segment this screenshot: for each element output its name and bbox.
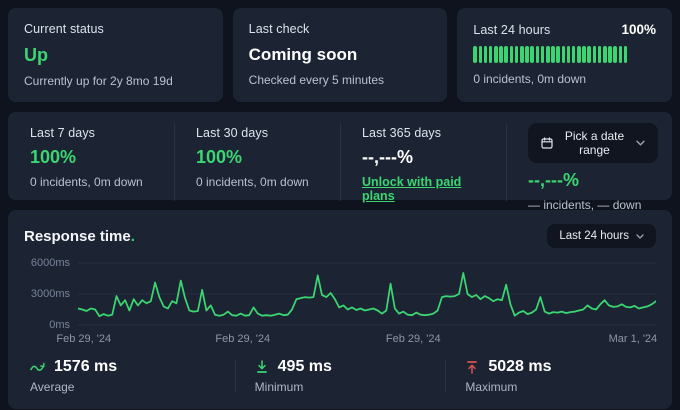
y-tick-3000: 3000ms [30,288,70,300]
last-24-hours-title: Last 24 hours [473,23,551,37]
stat-minimum-value: 495 ms [277,358,332,375]
uptime-bar[interactable] [551,46,555,63]
uptime-bar[interactable] [623,46,628,63]
stat-average: 1576 ms Average [24,358,235,394]
uptime-bar[interactable] [577,46,581,63]
stat-maximum: 5028 ms Maximum [445,358,656,394]
calendar-icon [541,137,553,149]
stat-maximum-label: Maximum [465,380,518,394]
trend-average-icon [30,360,45,374]
range-last-365-days: Last 365 days --,---% Unlock with paid p… [340,112,506,212]
range-30d-value: 100% [196,147,243,167]
current-status-card: Current status Up Currently up for 2y 8m… [8,8,223,102]
last-check-title: Last check [248,22,310,36]
range-365d-value: --,---% [362,147,413,167]
response-time-line [78,272,656,318]
pick-date-range-button[interactable]: Pick a date range [528,123,658,163]
last-check-value: Coming soon [248,45,358,64]
range-custom: Pick a date range --,---% — incidents, —… [506,112,672,212]
range-custom-value: --,---% [528,170,579,190]
response-time-chart-svg [78,262,656,326]
uptime-bar[interactable] [561,46,566,63]
response-time-chart: 6000ms 3000ms 0ms [24,257,656,331]
chart-x-axis: Feb 29, '24 Feb 29, '24 Feb 29, '24 Mar … [56,333,658,348]
stat-maximum-value: 5028 ms [488,358,552,375]
current-status-title: Current status [24,22,104,36]
current-status-subtitle: Currently up for 2y 8mo 19d [24,74,173,88]
uptime-bar[interactable] [545,46,550,63]
uptime-bar[interactable] [520,46,524,63]
range-7d-title: Last 7 days [30,126,96,140]
range-last-30-days: Last 30 days 100% 0 incidents, 0m down [174,112,340,212]
uptime-bar[interactable] [525,46,529,63]
uptime-bar[interactable] [618,46,623,63]
uptime-bar[interactable] [483,46,488,63]
y-tick-6000: 6000ms [30,257,70,269]
uptime-ranges-card: Last 7 days 100% 0 incidents, 0m down La… [8,112,672,212]
x-tick-4: Mar 1, '24 [608,333,658,345]
uptime-bar[interactable] [582,46,586,63]
uptime-bar[interactable] [613,46,617,63]
last-24-hours-subtitle: 0 incidents, 0m down [473,72,587,86]
response-time-card: Response time. Last 24 hours 6000ms 3000… [8,210,672,409]
range-last-7-days: Last 7 days 100% 0 incidents, 0m down [8,112,174,212]
arrow-up-to-line-icon [465,360,479,374]
uptime-bar[interactable] [571,46,576,63]
uptime-bar[interactable] [556,46,560,63]
uptime-bar[interactable] [478,46,483,63]
pick-date-range-label: Pick a date range [564,129,625,157]
uptime-bar[interactable] [608,46,612,63]
range-custom-subtitle: — incidents, — down [528,198,642,212]
x-tick-2: Feb 29, '24 [215,333,271,345]
uptime-bar[interactable] [597,46,602,63]
chart-y-axis: 6000ms 3000ms 0ms [24,257,70,331]
title-dot: . [130,227,135,245]
status-cards-row: Current status Up Currently up for 2y 8m… [8,8,672,102]
uptime-bar[interactable] [530,46,534,63]
uptime-bar[interactable] [592,46,597,63]
range-365d-title: Last 365 days [362,126,442,140]
uptime-bar[interactable] [488,46,493,63]
uptime-bar[interactable] [587,46,592,63]
last-check-subtitle: Checked every 5 minutes [248,73,385,87]
y-tick-0: 0ms [49,319,70,331]
uptime-bar[interactable] [603,46,607,63]
range-7d-value: 100% [30,147,77,167]
range-30d-title: Last 30 days [196,126,269,140]
last-24-hours-percent: 100% [621,22,656,37]
last-check-card: Last check Coming soon Checked every 5 m… [232,8,448,102]
uptime-bar[interactable] [473,46,477,63]
chart-range-label: Last 24 hours [559,230,629,242]
range-7d-subtitle: 0 incidents, 0m down [30,175,143,189]
uptime-bars [473,46,656,63]
x-tick-1: Feb 29, '24 [56,333,112,345]
chevron-down-icon [636,140,645,146]
stat-average-label: Average [30,380,75,394]
uptime-bar[interactable] [514,46,519,63]
uptime-bar[interactable] [499,46,503,63]
range-30d-subtitle: 0 incidents, 0m down [196,175,309,189]
unlock-paid-plans-link[interactable]: Unlock with paid plans [362,175,462,203]
chevron-down-icon [636,233,644,239]
uptime-bar[interactable] [540,46,545,63]
uptime-bar[interactable] [494,46,498,63]
chart-plot-area [78,261,656,329]
uptime-bar[interactable] [504,46,509,63]
last-24-hours-card: Last 24 hours 100% 0 incidents, 0m down [457,8,672,102]
uptime-bar[interactable] [566,46,571,63]
current-status-value: Up [24,45,48,65]
stat-minimum: 495 ms Minimum [234,358,446,394]
arrow-down-to-line-icon [255,360,269,374]
chart-range-dropdown[interactable]: Last 24 hours [547,224,656,248]
stat-average-value: 1576 ms [54,358,118,375]
x-tick-3: Feb 29, '24 [385,333,441,345]
response-time-title: Response time. [24,227,135,245]
stat-minimum-label: Minimum [254,380,304,394]
uptime-bar[interactable] [509,46,514,63]
uptime-bar[interactable] [535,46,540,63]
response-time-stats: 1576 ms Average 495 ms Minimum 5028 ms M… [24,358,656,394]
